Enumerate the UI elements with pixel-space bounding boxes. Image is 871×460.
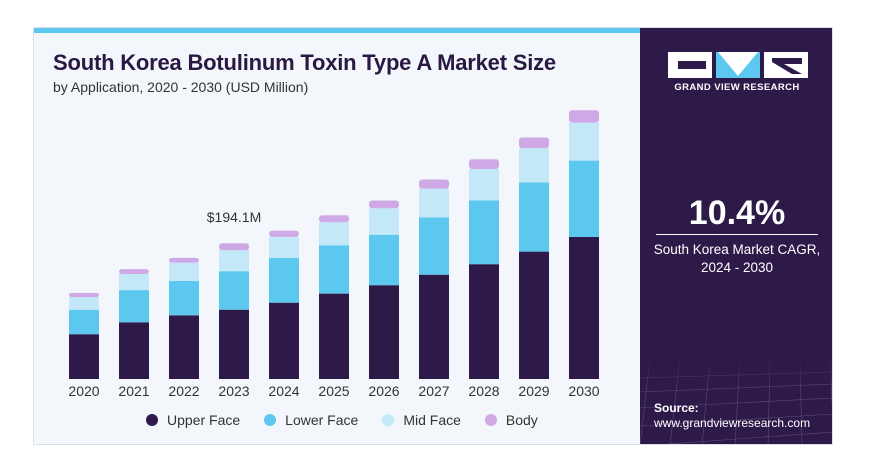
bar-segment-mid-face-2029 [519,148,549,183]
bar-segment-mid-face-2026 [369,208,399,235]
source-url[interactable]: www.grandviewresearch.com [654,416,811,430]
x-tick-label-2030: 2030 [568,383,599,399]
side-panel: GRAND VIEW RESEARCH 10.4% South Korea Ma… [640,28,832,444]
bar-segment-upper-face-2020 [69,334,99,379]
bar-segment-lower-face-2020 [69,309,99,335]
bar-segment-mid-face-2022 [169,262,199,281]
bar-segment-lower-face-2021 [119,290,149,323]
bar-segment-body-2028 [469,159,499,169]
bar-segment-body-2030 [569,110,599,123]
bar-segment-lower-face-2027 [419,217,449,275]
legend-label-mid-face: Mid Face [403,412,461,428]
bar-segment-mid-face-2023 [219,250,249,272]
legend-label-upper-face: Upper Face [167,412,241,428]
chart-title: South Korea Botulinum Toxin Type A Marke… [53,50,556,75]
x-tick-label-2026: 2026 [368,383,399,399]
cagr-label-line2: 2024 - 2030 [700,260,774,275]
legend-swatch-mid-face [382,414,395,426]
bar-segment-body-2029 [519,137,549,148]
legend-item-upper-face: Upper Face [146,412,240,428]
bar-segment-upper-face-2028 [469,264,499,379]
x-tick-label-2023: 2023 [218,383,249,399]
bar-segment-body-2021 [119,269,149,274]
stacked-bar-chart: 2020 2021 2022 2023 2024 2025 2026 2027 2028 2029… [68,110,600,399]
data-label-2023: $194.1M [207,209,261,225]
decorative-grid [640,358,832,444]
bar-segment-lower-face-2028 [469,200,499,265]
x-tick-label-2028: 2028 [468,383,499,399]
legend-item-mid-face: Mid Face [382,412,461,428]
bar-segment-body-2025 [319,215,349,223]
bar-segment-lower-face-2023 [219,271,249,310]
x-tick-label-2021: 2021 [118,383,149,399]
bar-segment-mid-face-2020 [69,297,99,310]
legend-swatch-lower-face [264,414,277,426]
bar-segment-mid-face-2028 [469,169,499,201]
bar-segment-body-2024 [269,230,299,237]
cagr-divider [656,234,818,235]
legend-item-lower-face: Lower Face [264,412,358,428]
x-tick-label-2022: 2022 [168,383,199,399]
bar-segment-upper-face-2023 [219,309,249,379]
brand-name: GRAND VIEW RESEARCH [674,82,800,93]
bar-segment-lower-face-2029 [519,182,549,252]
bar-segment-body-2023 [219,243,249,251]
bar-segment-body-2026 [369,200,399,209]
x-tick-label-2029: 2029 [518,383,549,399]
bar-segment-upper-face-2022 [169,315,199,379]
legend-item-body: Body [484,412,538,428]
legend-label-body: Body [505,412,538,428]
bar-segment-mid-face-2024 [269,236,299,258]
legend-swatch-upper-face [146,414,158,426]
top-accent-stripe [34,28,640,33]
cagr-label-line1: South Korea Market CAGR, [653,242,821,257]
cagr-label: South Korea Market CAGR, 2024 - 2030 [640,241,832,277]
legend-swatch-body [484,414,497,426]
bar-segment-upper-face-2029 [519,251,549,379]
chart-subtitle: by Application, 2020 - 2030 (USD Million… [53,79,309,95]
bar-segment-lower-face-2025 [319,245,349,294]
x-tick-label-2025: 2025 [318,383,349,399]
bar-segment-lower-face-2026 [369,234,399,286]
bar-segment-lower-face-2022 [169,281,199,316]
bar-segment-upper-face-2021 [119,322,149,379]
bar-segment-lower-face-2024 [269,257,299,303]
bar-segment-body-2020 [69,292,99,298]
bar-segment-mid-face-2021 [119,274,149,291]
legend-label-lower-face: Lower Face [285,412,359,428]
x-tick-label-2020: 2020 [68,383,99,399]
cagr-value: 10.4% [688,194,786,232]
bar-segment-upper-face-2027 [419,274,449,379]
x-tick-label-2027: 2027 [418,383,449,399]
bar-segment-lower-face-2030 [569,160,599,237]
bar-segment-mid-face-2027 [419,188,449,218]
bar-segment-body-2027 [419,179,449,189]
bar-segment-mid-face-2030 [569,122,599,161]
bar-segment-upper-face-2025 [319,293,349,379]
source-label: Source: [654,401,699,415]
bar-segment-mid-face-2025 [319,222,349,246]
bar-segment-upper-face-2026 [369,285,399,379]
infographic-card: South Korea Botulinum Toxin Type A Marke… [33,27,833,445]
bar-segment-upper-face-2024 [269,302,299,379]
bar-segment-body-2022 [169,257,199,263]
grand-view-research-logo [668,52,808,78]
chart-legend: Upper Face Lower Face Mid Face Body [146,412,562,428]
bar-segment-upper-face-2030 [569,236,599,379]
x-tick-label-2024: 2024 [268,383,299,399]
